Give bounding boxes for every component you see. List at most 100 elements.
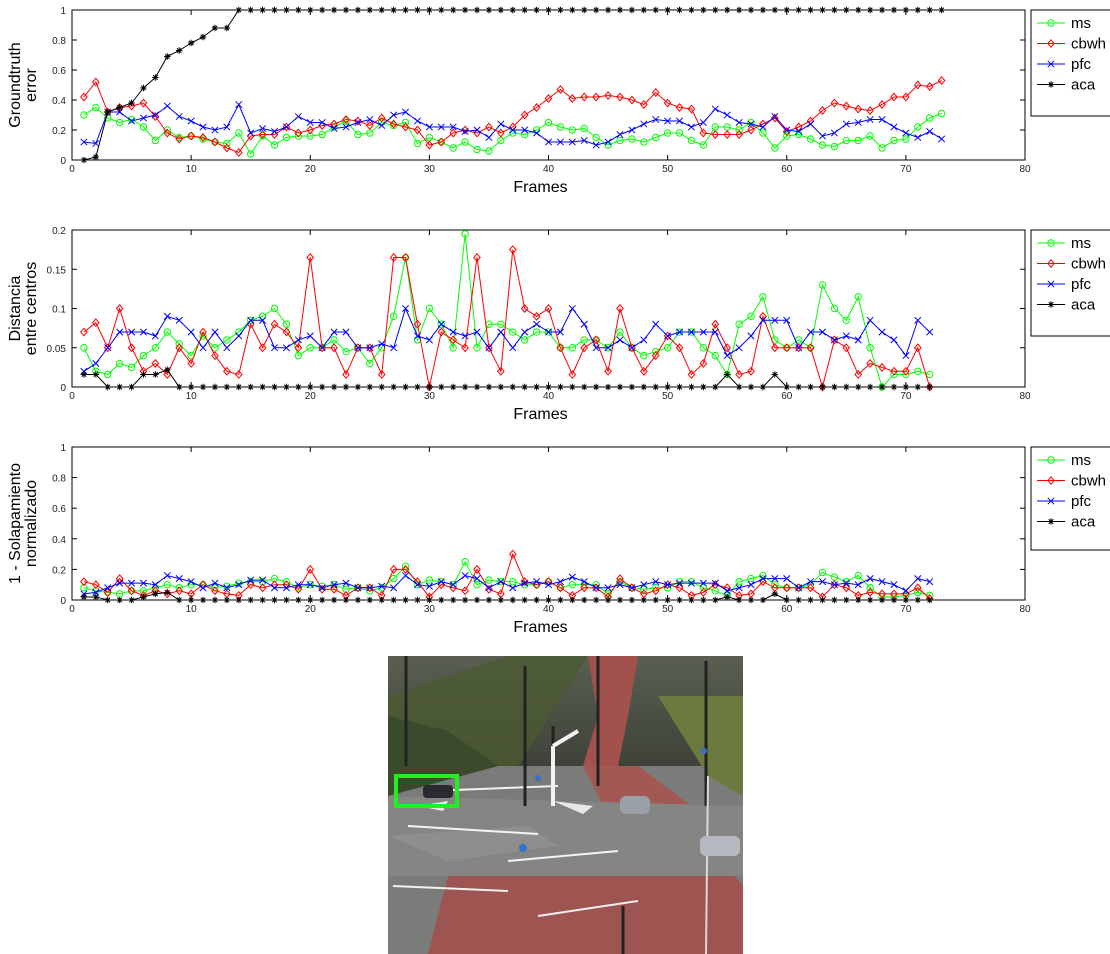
data-point-aca xyxy=(843,383,850,391)
data-point-cbwh xyxy=(925,382,934,392)
x-tick-label: 70 xyxy=(900,604,912,615)
data-point-cbwh xyxy=(306,253,315,262)
data-point-cbwh xyxy=(485,343,493,353)
data-point-pfc xyxy=(199,584,207,592)
data-point-cbwh xyxy=(902,366,910,376)
data-point-pfc xyxy=(151,581,159,589)
data-point-pfc xyxy=(711,105,719,113)
data-point-pfc xyxy=(235,332,243,340)
data-point-ms xyxy=(139,123,148,131)
data-point-pfc xyxy=(580,136,588,145)
data-point-cbwh xyxy=(544,304,553,313)
data-point-aca xyxy=(855,6,862,14)
data-point-cbwh xyxy=(127,586,136,596)
x-axis-label: Frames xyxy=(513,179,567,196)
data-point-aca xyxy=(628,6,636,14)
data-point-aca xyxy=(795,596,802,604)
data-point-cbwh xyxy=(842,583,851,593)
data-point-cbwh xyxy=(508,549,517,559)
data-point-cbwh xyxy=(687,104,696,114)
data-point-aca xyxy=(366,596,374,604)
data-point-aca xyxy=(926,383,933,391)
data-point-cbwh xyxy=(485,122,493,132)
data-point-cbwh xyxy=(330,119,338,129)
y-axis-label: Distanciaentre centros xyxy=(7,262,40,355)
data-point-cbwh xyxy=(80,327,88,337)
legend: ms cbwh pfc aca xyxy=(1030,229,1110,337)
data-point-pfc xyxy=(401,571,410,580)
data-point-cbwh xyxy=(270,319,279,329)
x-tick-label: 40 xyxy=(543,164,555,175)
data-point-pfc xyxy=(378,340,386,348)
data-point-aca xyxy=(414,6,421,14)
x-tick-label: 40 xyxy=(543,391,555,402)
data-point-pfc xyxy=(163,312,171,320)
data-point-aca xyxy=(128,596,135,604)
data-point-ms xyxy=(830,142,839,151)
data-point-pfc xyxy=(80,138,88,146)
data-point-ms xyxy=(818,281,827,289)
data-point-ms xyxy=(163,328,172,336)
data-point-pfc xyxy=(473,575,481,583)
data-point-ms xyxy=(437,320,445,328)
x-axis-label: Frames xyxy=(513,619,567,636)
data-point-ms xyxy=(127,363,136,372)
data-point-cbwh xyxy=(401,122,410,132)
x-tick-label: 30 xyxy=(424,604,436,615)
data-point-aca xyxy=(247,6,254,14)
data-point-cbwh xyxy=(687,369,696,379)
data-point-aca xyxy=(485,596,493,604)
data-point-aca xyxy=(152,371,159,378)
data-point-pfc xyxy=(461,332,469,340)
data-point-cbwh xyxy=(866,358,874,368)
data-point-pfc xyxy=(449,123,457,131)
y-tick-label: 0.2 xyxy=(52,226,66,237)
data-point-cbwh xyxy=(318,343,327,353)
y-tick-label: 1 xyxy=(60,443,66,454)
data-point-aca xyxy=(104,108,111,116)
data-point-pfc xyxy=(401,108,410,116)
data-point-ms xyxy=(914,367,922,375)
data-point-ms xyxy=(151,344,160,352)
data-point-pfc xyxy=(556,578,564,586)
data-point-cbwh xyxy=(616,92,624,102)
data-point-cbwh xyxy=(318,584,327,594)
data-point-pfc xyxy=(533,578,541,586)
data-point-ms xyxy=(270,141,279,149)
data-point-cbwh xyxy=(675,343,684,353)
data-point-ms xyxy=(663,129,672,137)
data-point-pfc xyxy=(640,120,648,128)
data-point-aca xyxy=(318,596,326,604)
data-point-aca xyxy=(199,33,207,41)
data-point-pfc xyxy=(711,328,719,336)
data-point-aca xyxy=(426,6,433,14)
data-point-pfc xyxy=(568,138,576,146)
data-point-aca xyxy=(640,596,647,604)
data-point-aca xyxy=(259,6,266,14)
data-point-aca xyxy=(259,596,266,604)
x-tick-label: 50 xyxy=(662,164,674,175)
data-point-pfc xyxy=(902,352,910,360)
data-point-pfc xyxy=(318,584,326,592)
data-point-pfc xyxy=(783,126,791,134)
data-point-cbwh xyxy=(508,245,517,255)
chart-2: 0 10 20 30 40 50 60 70 80 0 0.05 0.1 0.15 0.2 Frames Di… xyxy=(7,226,1110,423)
data-point-ms xyxy=(580,336,588,344)
plot-area xyxy=(71,446,1026,601)
data-point-cbwh xyxy=(103,587,112,597)
legend-label-aca: aca xyxy=(1071,77,1096,94)
data-point-ms xyxy=(735,126,743,134)
data-point-ms xyxy=(80,584,88,592)
data-point-pfc xyxy=(282,584,290,592)
x-tick-label: 30 xyxy=(424,164,436,175)
data-point-ms xyxy=(127,115,136,124)
data-point-cbwh xyxy=(532,311,541,321)
data-point-cbwh xyxy=(878,100,886,109)
data-point-pfc xyxy=(223,123,231,131)
data-point-cbwh xyxy=(342,369,350,379)
data-point-ms xyxy=(139,351,148,360)
data-point-aca xyxy=(116,383,123,391)
data-point-aca xyxy=(461,6,469,14)
data-point-pfc xyxy=(449,581,457,589)
data-point-pfc xyxy=(675,328,684,336)
